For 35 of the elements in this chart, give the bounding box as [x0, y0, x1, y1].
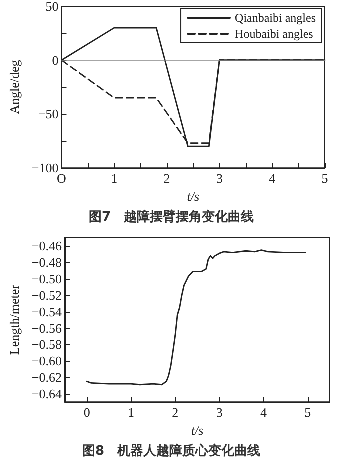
x-tick-label: 5 — [322, 171, 328, 186]
y-tick-label: 0 — [52, 52, 59, 68]
x-tick-label: 2 — [172, 405, 179, 420]
y-tick-label: −0.50 — [32, 272, 62, 287]
x-tick-label: 3 — [216, 405, 223, 420]
x-axis-title: t/s — [191, 423, 204, 438]
x-tick-label: 2 — [164, 171, 170, 186]
x-tick-label: 0 — [84, 405, 90, 420]
x-tick-label: O — [57, 171, 66, 186]
y-tick-label: −0.60 — [32, 354, 62, 369]
line-series — [86, 250, 306, 386]
y-tick-label: −0.52 — [32, 288, 62, 303]
caption: 图7 越障摆臂摆角变化曲线 — [88, 208, 256, 226]
x-tick-label: 1 — [111, 171, 118, 186]
y-tick-label: −0.48 — [32, 255, 62, 270]
x-axis-title: t/s — [187, 189, 200, 204]
y-tick-label: −0.64 — [32, 386, 62, 402]
x-tick-label: 4 — [269, 171, 276, 186]
y-tick-label: −50 — [38, 106, 59, 122]
caption: 图8 机器人越障质心变化曲线 — [81, 442, 262, 460]
y-tick-label: −0.62 — [32, 370, 62, 385]
y-tick-label: −100 — [32, 160, 59, 176]
x-tick-label: 5 — [304, 405, 312, 420]
y-axis-title: Angle/deg — [7, 60, 22, 114]
y-tick-label: −0.56 — [32, 320, 62, 336]
legend-label: Qianbaibi angles — [235, 11, 316, 25]
x-tick-label: 1 — [128, 405, 134, 420]
y-axis-title: Length/meter — [7, 284, 22, 356]
y-tick-label: −0.58 — [32, 337, 62, 352]
y-tick-label: −0.54 — [32, 304, 62, 320]
x-tick-label: 3 — [216, 171, 223, 186]
y-tick-label: −0.46 — [32, 238, 62, 254]
legend-label: Houbaibi angles — [235, 27, 314, 41]
x-tick-label: 4 — [260, 405, 268, 420]
y-tick-label: 50 — [46, 0, 59, 14]
